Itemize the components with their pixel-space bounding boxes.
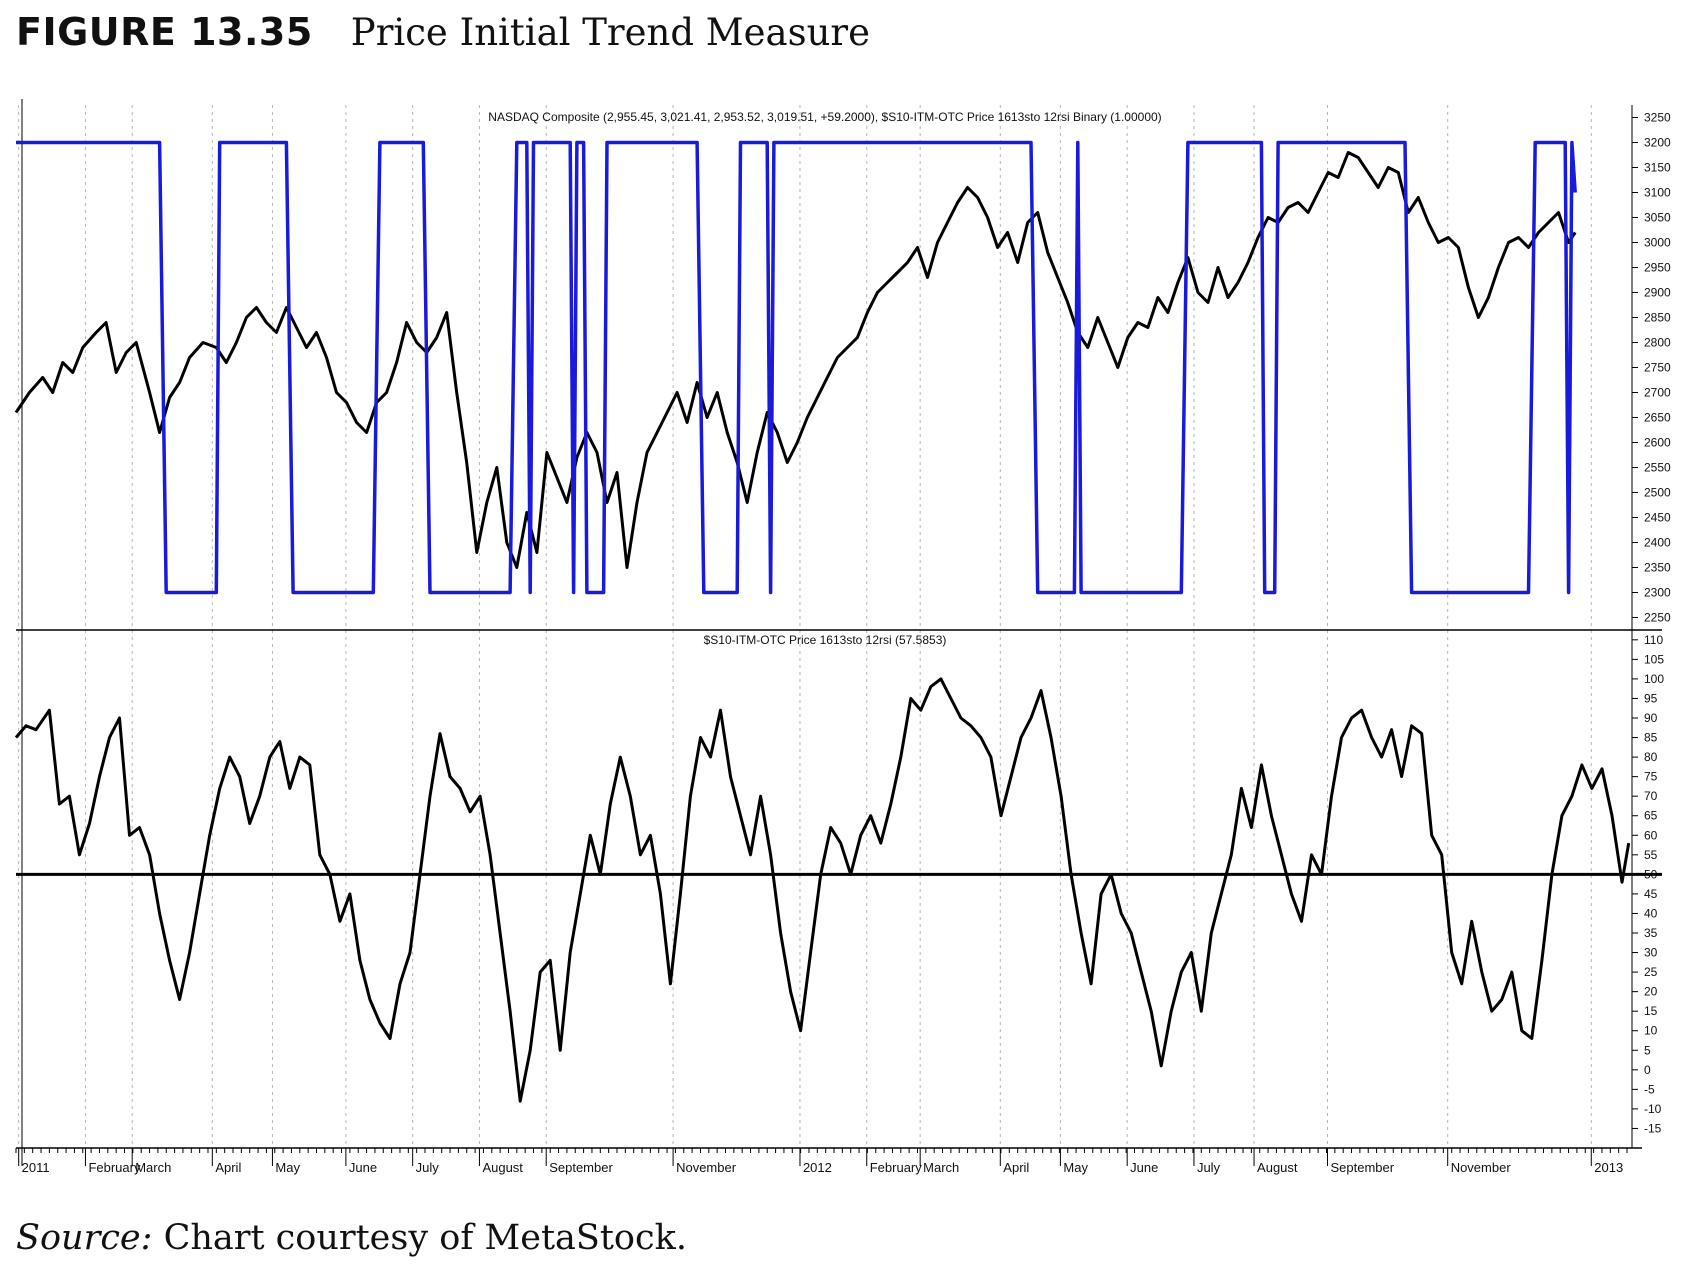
indicator-y-tick-label: 30 [1644, 946, 1658, 960]
indicator-y-tick-label: 90 [1644, 711, 1658, 725]
x-tick-label: May [275, 1160, 300, 1175]
chart-frame [16, 99, 1662, 1166]
indicator-y-tick-label: 0 [1644, 1063, 1651, 1077]
price-y-tick-label: 3250 [1644, 111, 1671, 125]
indicator-y-tick-label: 40 [1644, 906, 1658, 920]
indicator-y-tick-label: 80 [1644, 750, 1658, 764]
x-tick-label: 2012 [803, 1160, 832, 1175]
price-y-tick-label: 2350 [1644, 561, 1671, 575]
indicator-y-tick-label: 5 [1644, 1043, 1651, 1057]
price-y-tick-label: 2450 [1644, 511, 1671, 525]
indicator-y-tick-label: 45 [1644, 887, 1658, 901]
x-tick-label: April [215, 1160, 241, 1175]
indicator-y-tick-label: -10 [1644, 1102, 1662, 1116]
indicator-y-tick-label: 85 [1644, 731, 1658, 745]
x-tick-label: July [416, 1160, 440, 1175]
x-tick-label: September [1331, 1160, 1395, 1175]
price-y-tick-label: 2400 [1644, 536, 1671, 550]
price-y-tick-label: 3100 [1644, 186, 1671, 200]
source-text: Chart courtesy of MetaStock. [152, 1218, 687, 1258]
price-y-tick-label: 3200 [1644, 136, 1671, 150]
source-label: Source: [16, 1218, 153, 1258]
x-tick-label: July [1197, 1160, 1221, 1175]
x-tick-label: April [1003, 1160, 1029, 1175]
indicator-y-tick-label: 25 [1644, 965, 1658, 979]
x-tick-label: February [88, 1160, 141, 1175]
indicator-y-tick-label: 15 [1644, 1004, 1658, 1018]
price-y-tick-label: 2500 [1644, 486, 1671, 500]
price-y-tick-label: 2250 [1644, 611, 1671, 625]
price-panel-title: NASDAQ Composite (2,955.45, 3,021.41, 2,… [488, 110, 1161, 124]
indicator-series-line [14, 677, 1631, 1103]
x-tick-label: 2013 [1594, 1160, 1623, 1175]
figure-label: FIGURE 13.35 [16, 10, 313, 54]
x-tick-label: June [349, 1160, 377, 1175]
price-y-tick-label: 2700 [1644, 386, 1671, 400]
indicator-y-tick-label: 95 [1644, 691, 1658, 705]
x-tick-label: August [482, 1160, 523, 1175]
x-tick-label: March [923, 1160, 959, 1175]
x-tick-label: November [676, 1160, 737, 1175]
source-caption: Source: Chart courtesy of MetaStock. [16, 1218, 687, 1258]
price-y-tick-label: 3050 [1644, 211, 1671, 225]
indicator-y-tick-label: -5 [1644, 1082, 1655, 1096]
price-y-tick-label: 2850 [1644, 311, 1671, 325]
indicator-y-tick-label: 65 [1644, 809, 1658, 823]
price-y-tick-label: 3000 [1644, 236, 1671, 250]
indicator-y-tick-label: 105 [1644, 652, 1664, 666]
x-tick-label: March [135, 1160, 171, 1175]
indicator-y-tick-label: 55 [1644, 848, 1658, 862]
indicator-y-tick-label: 10 [1644, 1024, 1658, 1038]
price-y-tick-label: 2750 [1644, 361, 1671, 375]
price-y-tick-label: 3150 [1644, 161, 1671, 175]
x-tick-label: June [1130, 1160, 1158, 1175]
x-tick-label: November [1451, 1160, 1512, 1175]
indicator-y-tick-label: 110 [1644, 633, 1663, 647]
figure-header: FIGURE 13.35 Price Initial Trend Measure [16, 10, 870, 54]
indicator-y-axis: -15-10-505101520253035404550556065707580… [1632, 633, 1664, 1135]
figure-title: Price Initial Trend Measure [350, 11, 871, 54]
price-series-line [14, 151, 1577, 569]
price-y-tick-label: 2800 [1644, 336, 1671, 350]
price-panel-series [14, 140, 1577, 595]
gridlines [18, 105, 1592, 1148]
x-tick-label: February [870, 1160, 923, 1175]
indicator-panel-title: $S10-ITM-OTC Price 1613sto 12rsi (57.585… [704, 633, 947, 647]
price-y-tick-label: 2600 [1644, 436, 1671, 450]
x-tick-label: May [1063, 1160, 1088, 1175]
price-y-axis: 2250 2300 2350 2400 2450 2500 2550 2600 2650 2700… [1632, 111, 1671, 625]
price-y-tick-label: 2650 [1644, 411, 1671, 425]
indicator-y-tick-label: 60 [1644, 828, 1658, 842]
price-y-tick-label: 2550 [1644, 461, 1671, 475]
x-tick-label: September [549, 1160, 613, 1175]
x-tick-label: 2011 [22, 1160, 50, 1175]
price-y-tick-label: 2900 [1644, 286, 1671, 300]
x-tick-label: August [1257, 1160, 1298, 1175]
indicator-y-tick-label: 20 [1644, 985, 1658, 999]
indicator-y-tick-label: 100 [1644, 672, 1664, 686]
indicator-panel-series [14, 677, 1662, 1103]
indicator-y-tick-label: 35 [1644, 926, 1658, 940]
indicator-y-tick-label: 75 [1644, 770, 1658, 784]
indicator-y-tick-label: 70 [1644, 789, 1658, 803]
indicator-y-tick-label: -15 [1644, 1121, 1662, 1135]
binary-series-line [16, 140, 1577, 595]
price-y-tick-label: 2300 [1644, 586, 1671, 600]
price-y-tick-label: 2950 [1644, 261, 1671, 275]
